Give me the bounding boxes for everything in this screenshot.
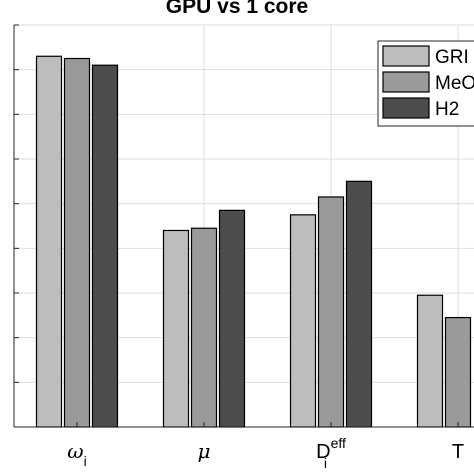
bar — [63, 57, 91, 428]
bar — [317, 196, 345, 428]
bar — [416, 294, 444, 428]
legend: GRI MeO H2 — [377, 40, 474, 127]
bar — [289, 214, 317, 428]
legend-label: H2 — [435, 99, 459, 120]
bar — [91, 64, 119, 428]
bars — [35, 55, 472, 428]
axes — [13, 25, 474, 428]
chart-title: GPU vs 1 core — [165, 0, 309, 18]
x-tick-label: μ — [198, 439, 211, 463]
legend-swatch — [382, 97, 430, 119]
x-tick-label: ωi — [67, 439, 86, 469]
y-ticks — [14, 24, 459, 428]
legend-swatch — [382, 45, 430, 67]
bar — [162, 229, 190, 428]
bar — [218, 209, 246, 428]
legend-label: MeO — [435, 73, 474, 94]
x-tick-label: T — [452, 441, 464, 463]
bar — [345, 180, 373, 428]
x-tick-label: Deff i — [316, 435, 346, 471]
legend-label: GRI — [435, 47, 469, 68]
legend-swatch — [382, 71, 430, 93]
bar — [190, 227, 218, 428]
x-tick-labels: ωi μ Deff i T — [67, 435, 464, 471]
bar — [444, 316, 472, 428]
bar — [35, 55, 63, 428]
